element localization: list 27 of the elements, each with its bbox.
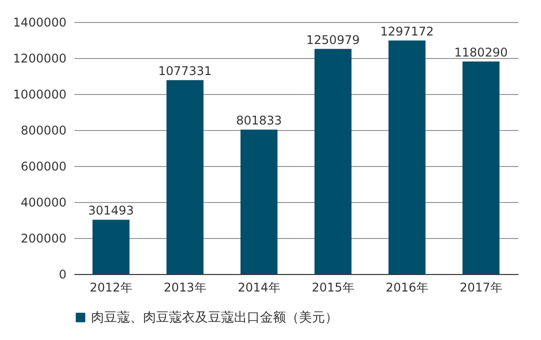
y-tick-label: 1000000 [13,88,66,102]
y-tick-label: 600000 [20,160,66,174]
y-tick-label: 400000 [20,196,66,210]
y-tick-label: 800000 [20,124,66,138]
data-label: 1180290 [454,46,508,60]
y-tick-label: 200000 [20,232,66,246]
x-tick-label: 2014年 [238,280,280,294]
legend-label: 肉豆蔻、肉豆蔻衣及豆蔻出口金额（美元） [91,310,338,326]
data-label: 1077331 [158,64,212,78]
x-tick-label: 2016年 [386,280,428,294]
bar [92,220,130,274]
y-tick-label: 0 [58,268,66,282]
data-label: 1297172 [380,24,434,39]
y-tick-label: 1400000 [13,16,66,30]
bar [240,130,278,274]
data-label: 801833 [236,114,282,128]
bar [314,48,352,274]
data-label: 301493 [88,204,134,218]
bar [388,40,426,274]
x-tick-label: 2013年 [164,280,206,294]
data-label: 1250979 [306,32,360,47]
x-tick-label: 2017年 [460,280,502,294]
y-tick-label: 1200000 [13,52,66,66]
x-tick-label: 2015年 [312,280,354,294]
bar [166,80,204,274]
x-tick-label: 2012年 [90,280,132,294]
bar [462,62,500,274]
